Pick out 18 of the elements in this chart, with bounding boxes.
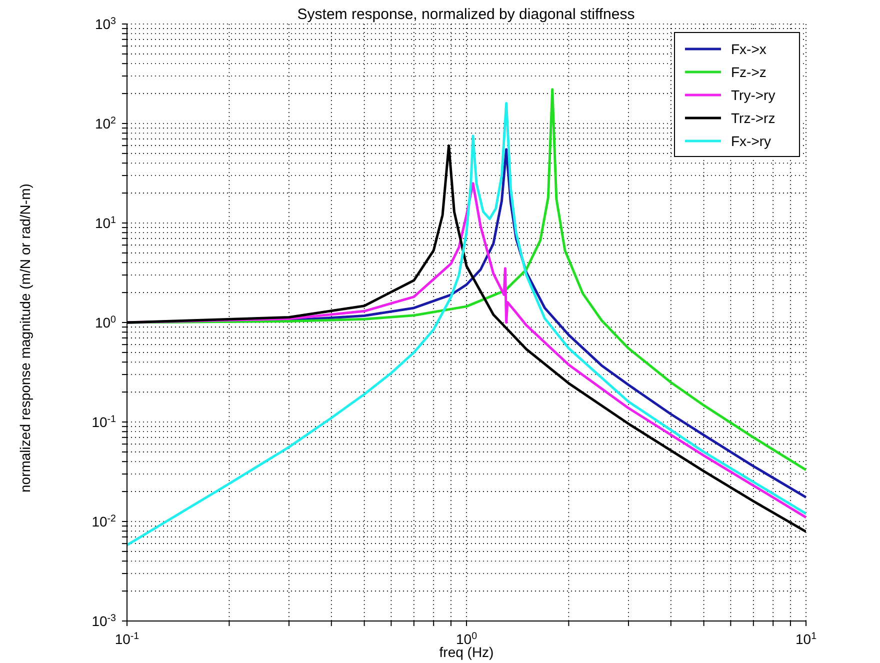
y-tick-label: 10$^{2}$ (94, 115, 116, 132)
legend-label: Fx->x (731, 40, 768, 56)
y-tick-label: 10$^{0}$ (94, 314, 117, 330)
x-tick-label: 10$^{-1}$ (114, 630, 140, 647)
y-tick-label: 10$^{1}$ (94, 214, 116, 231)
y-tick-label: 10$^{-1}$ (92, 414, 116, 430)
y-tick-label: 10$^{-3}$ (92, 612, 117, 629)
legend-label: Trz->rz (731, 110, 776, 126)
chart-title: System response, normalized by diagonal stiffness (297, 6, 635, 23)
x-axis-title: freq (Hz) (439, 644, 494, 660)
x-tick-label: 10$^{0}$ (456, 630, 478, 647)
y-tick-label: 10$^{3}$ (94, 16, 117, 32)
y-axis-title: normalized response magnitude (m/N or rad/N-m) (16, 184, 33, 492)
y-tick-label: 10$^{-2}$ (92, 513, 116, 530)
legend-label: Try->ry (731, 86, 776, 102)
legend-label: Fx->ry (731, 132, 772, 148)
legend-label: Fz->z (731, 64, 768, 80)
x-tick-label: 10$^{1}$ (795, 630, 817, 647)
